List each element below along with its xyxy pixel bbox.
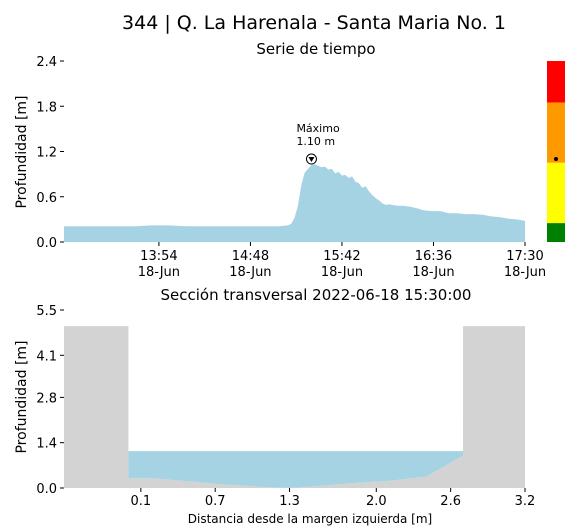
maximum-value: 1.10 m <box>296 135 335 148</box>
y-tick-label: 1.8 <box>36 100 57 115</box>
y-tick-label: 5.5 <box>36 304 57 319</box>
water-depth-area <box>64 164 525 242</box>
cross-section-title: Sección transversal 2022-06-18 15:30:00 <box>161 286 472 304</box>
y-tick-label: 1.2 <box>36 146 57 161</box>
alert-level-band <box>547 162 565 224</box>
x-tick-label: 0.7 <box>205 494 226 509</box>
x-tick-label: 15:42 <box>323 249 360 264</box>
time-series-title: Serie de tiempo <box>256 40 375 58</box>
alert-current-level-marker <box>554 157 558 162</box>
x-tick-date-label: 18-Jun <box>321 265 363 280</box>
y-tick-label: 2.8 <box>36 391 57 406</box>
alert-level-band <box>547 102 565 163</box>
time-series-chart: Serie de tiempo 0.00.61.21.82.4 13:5418-… <box>14 40 546 280</box>
x-tick-label: 2.6 <box>440 494 461 509</box>
y-tick-label: 0.6 <box>36 191 57 206</box>
x-tick-label: 16:36 <box>415 249 452 264</box>
x-tick-label: 2.0 <box>366 494 387 509</box>
y-tick-label: 1.4 <box>36 437 57 452</box>
water-section-area <box>128 451 464 488</box>
terrain-area <box>64 326 525 488</box>
y-tick-label: 2.4 <box>36 55 57 70</box>
cross-section-ylabel: Profundidad [m] <box>14 340 30 453</box>
x-tick-date-label: 18-Jun <box>504 265 546 280</box>
maximum-label: Máximo <box>296 122 340 135</box>
x-tick-label: 3.2 <box>515 494 536 509</box>
y-tick-label: 4.1 <box>36 349 57 364</box>
x-tick-label: 13:54 <box>140 249 177 264</box>
figure-title: 344 | Q. La Harenala - Santa Maria No. 1 <box>122 12 506 34</box>
x-tick-label: 0.1 <box>130 494 151 509</box>
x-tick-label: 17:30 <box>506 249 543 264</box>
x-tick-date-label: 18-Jun <box>412 265 454 280</box>
y-tick-label: 0.0 <box>36 482 57 497</box>
maximum-marker-arrow <box>308 157 315 163</box>
x-tick-date-label: 18-Jun <box>229 265 271 280</box>
x-tick-label: 1.3 <box>279 494 300 509</box>
cross-section-chart: Sección transversal 2022-06-18 15:30:00 … <box>14 286 535 526</box>
alert-level-bar <box>547 61 565 242</box>
cross-section-xlabel: Distancia desde la margen izquierda [m] <box>188 512 432 526</box>
alert-level-band <box>547 61 565 103</box>
time-series-ylabel: Profundidad [m] <box>14 95 30 208</box>
x-tick-label: 14:48 <box>232 249 269 264</box>
alert-level-band <box>547 223 565 242</box>
x-tick-date-label: 18-Jun <box>138 265 180 280</box>
y-tick-label: 0.0 <box>36 236 57 251</box>
